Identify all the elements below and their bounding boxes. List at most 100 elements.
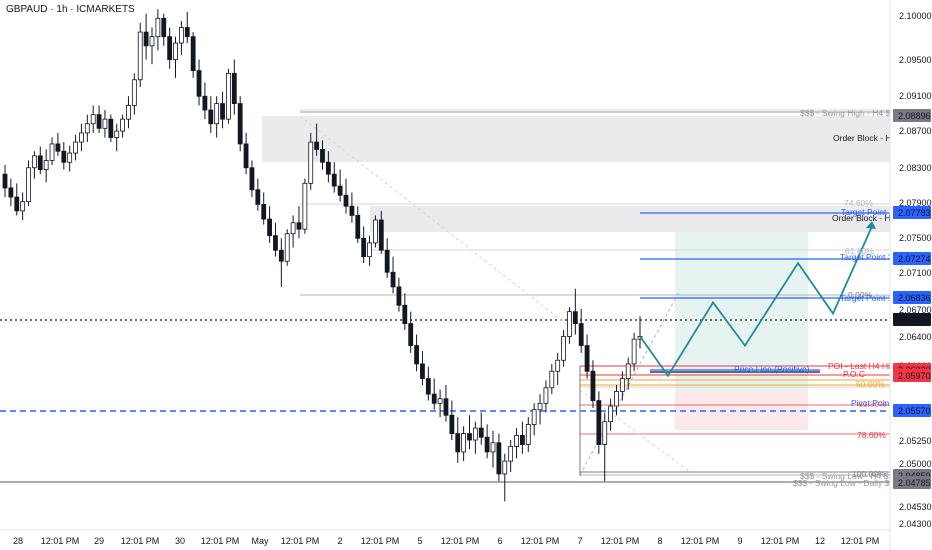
candle-body (255, 189, 261, 205)
candle (431, 378, 437, 410)
candle (455, 417, 461, 463)
candle (355, 206, 361, 243)
candle-body (572, 311, 578, 324)
candle-body (102, 118, 108, 129)
candle-body (443, 398, 449, 416)
candle (61, 142, 67, 170)
candle (8, 178, 14, 207)
candle (561, 330, 566, 367)
annotation-label: 100.00% (852, 469, 886, 479)
candle (543, 380, 549, 413)
candle (302, 178, 308, 234)
candle (631, 332, 637, 372)
candle (420, 351, 425, 385)
annotation-label: $$$ - Swing Low - H4 $$$ (800, 471, 898, 481)
candle (520, 421, 525, 454)
candle (196, 59, 202, 106)
candle (578, 308, 584, 353)
y-tick-label: 2.06700 (899, 305, 932, 315)
candle-body (384, 249, 390, 273)
candle (478, 412, 484, 445)
price-badge-label: 2.05570 (898, 406, 931, 416)
candle (572, 288, 578, 335)
price-badge (893, 252, 931, 265)
candle (390, 256, 396, 294)
candle (26, 160, 31, 207)
candle-body (108, 118, 114, 138)
annotation-label: 78.60% (857, 430, 886, 440)
candle-body (531, 409, 537, 425)
candle-body (226, 72, 231, 120)
y-tick-label: 2.08300 (899, 163, 932, 173)
price-badge-label: 2.07783 (898, 208, 931, 218)
price-badge (893, 109, 931, 122)
candle-body (490, 442, 496, 453)
candle (637, 316, 643, 349)
candle-body (478, 427, 484, 438)
candle (155, 9, 161, 51)
annotation-label: $$$ - Swing Low - Daily $$$ (793, 478, 899, 488)
x-tick-label: 12 (815, 536, 825, 546)
candle (161, 13, 167, 46)
candle-body (237, 103, 243, 145)
candle (173, 36, 178, 78)
candle (608, 398, 614, 431)
y-tick-label: 2.09100 (899, 91, 932, 101)
candle (255, 178, 261, 211)
y-tick-label: 2.07100 (899, 268, 932, 278)
candle (472, 421, 478, 454)
price-badge (893, 206, 931, 219)
candle-body (578, 323, 584, 346)
candle-body (461, 433, 467, 453)
candle (214, 96, 220, 138)
annotation-label: 50.00% (856, 379, 885, 389)
candle (108, 114, 114, 143)
candle-body (296, 222, 302, 230)
candle-body (120, 118, 125, 132)
candle-body (61, 150, 67, 163)
x-tick-label: 12:01 PM (521, 536, 560, 546)
candle (402, 293, 408, 330)
candle-body (361, 237, 367, 258)
annotation-label: $$$ - Swing High - H4 $$$ (800, 108, 900, 118)
x-tick-label: 12:01 PM (441, 536, 480, 546)
candle-body (402, 304, 408, 324)
candle-body (502, 460, 508, 475)
candle (37, 146, 43, 175)
candle (237, 96, 243, 152)
candle (220, 91, 225, 129)
candle-body (184, 27, 190, 38)
price-badge (893, 404, 931, 417)
x-tick-label: 6 (497, 536, 502, 546)
candle-body (37, 155, 43, 170)
candle-body (467, 433, 472, 441)
candle (226, 68, 231, 124)
candle-body (602, 421, 608, 445)
candle-body (202, 95, 208, 111)
candle-body (167, 36, 173, 60)
candle (261, 192, 267, 225)
candle-body (273, 235, 278, 251)
candle-body (425, 378, 431, 395)
candle-body (567, 311, 572, 337)
candle-body (390, 271, 396, 288)
candle-body (8, 187, 14, 198)
candle-body (520, 435, 525, 445)
price-badge (893, 291, 931, 304)
candle (126, 96, 131, 129)
x-tick-label: 5 (417, 536, 422, 546)
stop-zone (675, 390, 808, 430)
y-axis-bg (890, 0, 932, 550)
y-tick-label: 2.06400 (899, 332, 932, 342)
candle-body (243, 143, 249, 169)
x-tick-label: 9 (737, 536, 742, 546)
x-tick-label: 28 (13, 536, 23, 546)
candle-body (90, 114, 96, 125)
candle (267, 206, 272, 243)
candle (149, 27, 155, 65)
candle-body (619, 378, 625, 392)
candle-body (590, 370, 596, 401)
candle-body (414, 345, 419, 365)
candle-body (308, 141, 314, 184)
